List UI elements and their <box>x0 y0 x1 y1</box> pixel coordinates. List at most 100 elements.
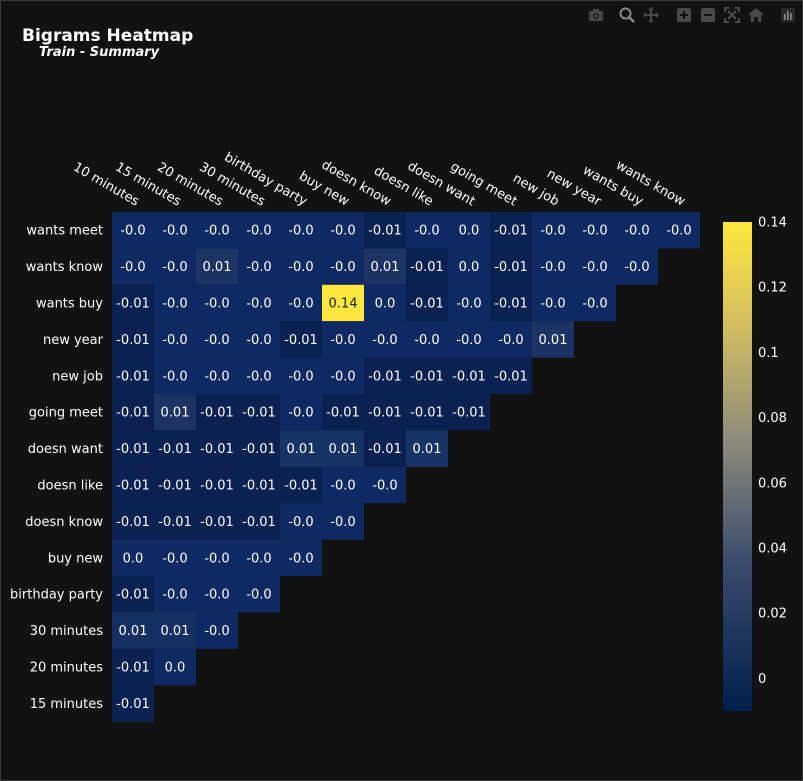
heatmap-cell <box>364 248 406 285</box>
x-tick-label: birthday party <box>222 150 310 210</box>
heatmap-cell-label: -0.0 <box>162 224 187 239</box>
heatmap-cell <box>280 430 322 467</box>
heatmap-cell <box>238 212 280 249</box>
heatmap-cell <box>448 394 490 431</box>
y-tick-label: 30 minutes <box>30 624 104 639</box>
heatmap-cell <box>112 284 154 322</box>
heatmap-cell <box>196 321 238 358</box>
heatmap-cell-label: -0.01 <box>116 333 150 348</box>
heatmap-cell-label: -0.0 <box>246 369 271 384</box>
heatmap-cell <box>490 248 532 285</box>
heatmap-cell-label: -0.0 <box>246 588 271 603</box>
heatmap-cell-label: -0.0 <box>540 224 565 239</box>
zoom-out-icon[interactable] <box>698 5 718 25</box>
heatmap-cell <box>574 212 616 249</box>
heatmap-cell <box>322 248 364 285</box>
heatmap-cell <box>154 503 196 540</box>
x-tick-label: doesn know <box>319 158 394 210</box>
heatmap-cell-label: -0.01 <box>200 515 234 530</box>
heatmap-cell <box>154 539 196 576</box>
heatmap-cell-label: -0.01 <box>158 442 192 457</box>
heatmap-cell <box>154 394 196 431</box>
heatmap-cell-label: -0.01 <box>200 479 234 494</box>
heatmap-cell-label: -0.01 <box>368 406 402 421</box>
heatmap-cell <box>154 321 196 358</box>
heatmap-cell-label: 0.0 <box>375 297 396 312</box>
heatmap-cell-label: -0.0 <box>204 297 229 312</box>
home-icon[interactable] <box>746 5 766 25</box>
heatmap-cell-label: -0.01 <box>116 515 150 530</box>
colorbar-gradient <box>723 222 752 711</box>
heatmap-cell <box>238 539 280 576</box>
heatmap-cell <box>448 212 490 249</box>
heatmap-cell <box>490 212 532 249</box>
heatmap-cell-label: -0.01 <box>494 260 528 275</box>
heatmap-cell-label: -0.0 <box>204 369 229 384</box>
pan-icon[interactable] <box>641 5 661 25</box>
heatmap-cell-label: -0.01 <box>368 442 402 457</box>
heatmap-cell-label: -0.0 <box>204 624 229 639</box>
heatmap-cell <box>112 430 154 467</box>
heatmap-cell-label: -0.0 <box>330 260 355 275</box>
heatmap-cell-label: 0.01 <box>413 442 442 457</box>
plotly-logo-icon[interactable] <box>778 5 798 25</box>
heatmap-cell <box>112 248 154 285</box>
heatmap-cell <box>196 466 238 504</box>
heatmap-cell <box>448 248 490 285</box>
heatmap-cell <box>448 284 490 322</box>
x-tick-label: wants buy <box>580 163 646 210</box>
heatmap-cell-label: -0.0 <box>162 551 187 566</box>
heatmap-cell-label: -0.0 <box>414 224 439 239</box>
heatmap-cell <box>112 576 154 613</box>
heatmap-cell-label: 0.01 <box>329 442 358 457</box>
colorbar-tick-label: 0.1 <box>758 346 779 361</box>
heatmap-cell <box>238 503 280 540</box>
heatmap-cell <box>196 539 238 576</box>
heatmap-cell-label: -0.01 <box>242 515 276 530</box>
heatmap-cell-label: -0.0 <box>456 297 481 312</box>
heatmap-cell <box>280 503 322 540</box>
heatmap-cell <box>616 212 658 249</box>
heatmap-cell <box>112 394 154 431</box>
heatmap-cell-label: -0.0 <box>498 333 523 348</box>
heatmap-cell-label: -0.01 <box>158 479 192 494</box>
heatmap-cell-label: 0.0 <box>165 661 186 676</box>
heatmap-cell <box>406 321 448 358</box>
heatmap-cell-label: -0.0 <box>288 297 313 312</box>
heatmap-cell <box>112 212 154 249</box>
heatmap-cell-label: -0.01 <box>158 515 192 530</box>
heatmap-cell <box>238 321 280 358</box>
heatmap-cell-label: -0.0 <box>540 297 565 312</box>
heatmap-cell <box>364 430 406 467</box>
heatmap-cell <box>238 576 280 613</box>
heatmap-cell-label: -0.0 <box>582 297 607 312</box>
heatmap-cell <box>280 466 322 504</box>
heatmap-cell <box>448 357 490 394</box>
heatmap-cell-label: -0.0 <box>330 479 355 494</box>
zoom-in-icon[interactable] <box>674 5 694 25</box>
heatmap-cell-label: -0.0 <box>330 333 355 348</box>
heatmap-cell <box>154 612 196 649</box>
heatmap-cell-label: -0.01 <box>242 406 276 421</box>
camera-icon[interactable] <box>586 5 606 25</box>
heatmap-cell-label: -0.01 <box>284 333 318 348</box>
y-tick-label: buy new <box>48 551 104 566</box>
heatmap-cell <box>196 248 238 285</box>
heatmap-cell-label: 0.0 <box>459 224 480 239</box>
heatmap-cell-label: -0.0 <box>540 260 565 275</box>
heatmap-cell <box>406 212 448 249</box>
heatmap-cell-label: -0.0 <box>120 260 145 275</box>
heatmap-cell <box>280 248 322 285</box>
x-tick-label: new year <box>544 166 604 209</box>
heatmap-cell <box>406 430 448 467</box>
y-tick-label: doesn like <box>37 479 103 494</box>
zoom-icon[interactable] <box>617 5 637 25</box>
heatmap-cell-label: -0.0 <box>330 515 355 530</box>
heatmap-cell <box>196 612 238 649</box>
heatmap-cell <box>112 648 154 686</box>
autoscale-icon[interactable] <box>722 5 742 25</box>
heatmap-cell-label: -0.01 <box>494 297 528 312</box>
heatmap-cell-label: 0.01 <box>161 624 190 639</box>
